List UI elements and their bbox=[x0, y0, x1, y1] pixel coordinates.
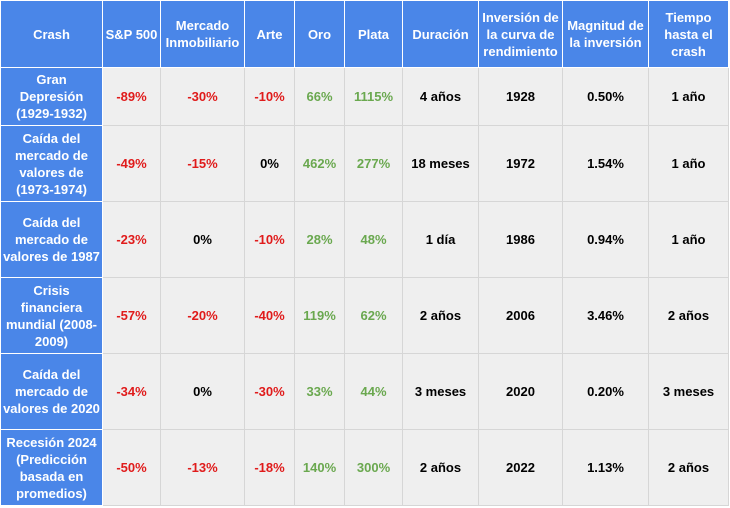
cell-duration: 4 años bbox=[402, 67, 479, 126]
cell-art: -30% bbox=[244, 353, 295, 430]
cell-sp500: -49% bbox=[102, 125, 161, 202]
column-header-inversion-magnitude: Magnitud de la inversión bbox=[562, 0, 649, 68]
cell-silver: 48% bbox=[344, 201, 403, 278]
cell-silver: 277% bbox=[344, 125, 403, 202]
cell-duration: 2 años bbox=[402, 429, 479, 506]
cell-real-estate: -15% bbox=[160, 125, 245, 202]
cell-gold: 140% bbox=[294, 429, 345, 506]
cell-duration: 18 meses bbox=[402, 125, 479, 202]
column-header-sp500: S&P 500 bbox=[102, 0, 161, 68]
cell-gold: 28% bbox=[294, 201, 345, 278]
cell-duration: 2 años bbox=[402, 277, 479, 354]
table-row: Crisis financiera mundial (2008-2009) -5… bbox=[0, 277, 729, 354]
cell-real-estate: -30% bbox=[160, 67, 245, 126]
cell-time-to-crash: 2 años bbox=[648, 429, 729, 506]
cell-silver: 1115% bbox=[344, 67, 403, 126]
cell-sp500: -50% bbox=[102, 429, 161, 506]
column-header-yield-curve-inversion: Inversión de la curva de rendimiento bbox=[478, 0, 563, 68]
cell-duration: 1 día bbox=[402, 201, 479, 278]
cell-inversion-magnitude: 0.94% bbox=[562, 201, 649, 278]
cell-silver: 62% bbox=[344, 277, 403, 354]
table-row: Caída del mercado de valores de 1987 -23… bbox=[0, 201, 729, 278]
cell-yield-curve-inversion: 1928 bbox=[478, 67, 563, 126]
cell-real-estate: 0% bbox=[160, 353, 245, 430]
table-row: Caída del mercado de valores de (1973-19… bbox=[0, 125, 729, 202]
column-header-time-to-crash: Tiempo hasta el crash bbox=[648, 0, 729, 68]
column-header-crash: Crash bbox=[0, 0, 103, 68]
cell-gold: 66% bbox=[294, 67, 345, 126]
table-row: Recesión 2024 (Predicción basada en prom… bbox=[0, 429, 729, 506]
cell-yield-curve-inversion: 1986 bbox=[478, 201, 563, 278]
cell-time-to-crash: 2 años bbox=[648, 277, 729, 354]
cell-duration: 3 meses bbox=[402, 353, 479, 430]
cell-yield-curve-inversion: 2006 bbox=[478, 277, 563, 354]
cell-real-estate: -20% bbox=[160, 277, 245, 354]
table-row: Caída del mercado de valores de 2020 -34… bbox=[0, 353, 729, 430]
cell-inversion-magnitude: 0.50% bbox=[562, 67, 649, 126]
cell-art: -18% bbox=[244, 429, 295, 506]
cell-time-to-crash: 1 año bbox=[648, 201, 729, 278]
row-label-crash: Gran Depresión (1929-1932) bbox=[0, 67, 103, 126]
column-header-silver: Plata bbox=[344, 0, 403, 68]
cell-yield-curve-inversion: 2022 bbox=[478, 429, 563, 506]
cell-real-estate: 0% bbox=[160, 201, 245, 278]
row-label-crash: Caída del mercado de valores de (1973-19… bbox=[0, 125, 103, 202]
cell-gold: 119% bbox=[294, 277, 345, 354]
cell-real-estate: -13% bbox=[160, 429, 245, 506]
cell-gold: 33% bbox=[294, 353, 345, 430]
cell-sp500: -57% bbox=[102, 277, 161, 354]
table-row: Gran Depresión (1929-1932) -89% -30% -10… bbox=[0, 67, 729, 126]
cell-inversion-magnitude: 1.54% bbox=[562, 125, 649, 202]
cell-silver: 44% bbox=[344, 353, 403, 430]
cell-art: 0% bbox=[244, 125, 295, 202]
cell-yield-curve-inversion: 2020 bbox=[478, 353, 563, 430]
cell-yield-curve-inversion: 1972 bbox=[478, 125, 563, 202]
cell-sp500: -34% bbox=[102, 353, 161, 430]
cell-art: -40% bbox=[244, 277, 295, 354]
cell-gold: 462% bbox=[294, 125, 345, 202]
cell-art: -10% bbox=[244, 201, 295, 278]
cell-silver: 300% bbox=[344, 429, 403, 506]
header-row: Crash S&P 500 Mercado Inmobiliario Arte … bbox=[0, 0, 729, 68]
column-header-duration: Duración bbox=[402, 0, 479, 68]
cell-inversion-magnitude: 0.20% bbox=[562, 353, 649, 430]
row-label-crash: Crisis financiera mundial (2008-2009) bbox=[0, 277, 103, 354]
cell-inversion-magnitude: 1.13% bbox=[562, 429, 649, 506]
column-header-real-estate: Mercado Inmobiliario bbox=[160, 0, 245, 68]
row-label-crash: Caída del mercado de valores de 2020 bbox=[0, 353, 103, 430]
cell-sp500: -23% bbox=[102, 201, 161, 278]
cell-inversion-magnitude: 3.46% bbox=[562, 277, 649, 354]
row-label-crash: Caída del mercado de valores de 1987 bbox=[0, 201, 103, 278]
cell-time-to-crash: 3 meses bbox=[648, 353, 729, 430]
column-header-art: Arte bbox=[244, 0, 295, 68]
column-header-gold: Oro bbox=[294, 0, 345, 68]
cell-time-to-crash: 1 año bbox=[648, 125, 729, 202]
cell-time-to-crash: 1 año bbox=[648, 67, 729, 126]
cell-sp500: -89% bbox=[102, 67, 161, 126]
cell-art: -10% bbox=[244, 67, 295, 126]
row-label-crash: Recesión 2024 (Predicción basada en prom… bbox=[0, 429, 103, 506]
